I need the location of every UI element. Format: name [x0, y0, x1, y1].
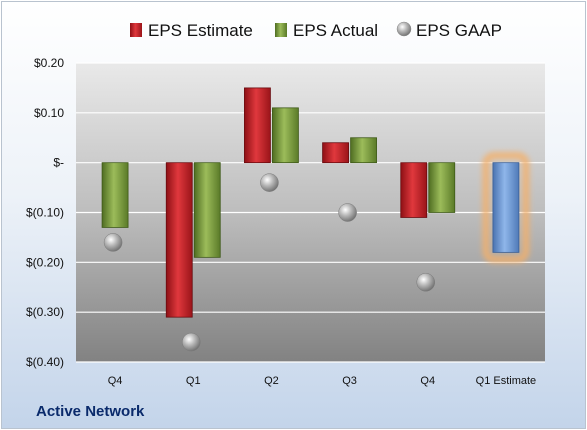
bars [101, 87, 530, 318]
y-tick-label: $0.20 [34, 56, 64, 70]
legend: EPS Estimate EPS Actual EPS GAAP [130, 21, 502, 40]
gaap-markers [103, 173, 435, 352]
x-axis-labels: Q4 Q1 Q2 Q3 Q4 Q1 Estimate [108, 375, 536, 387]
eps-gaap-marker [416, 273, 435, 292]
y-axis-labels: $0.20 $0.10 $- $(0.10) $(0.20) $(0.30) $(0.40) [26, 56, 64, 369]
x-tick-label: Q3 [342, 375, 357, 387]
legend-label: EPS GAAP [416, 21, 502, 40]
x-tick-label: Q2 [264, 375, 279, 387]
eps-actual-bar [101, 162, 129, 228]
legend-swatch [130, 23, 142, 37]
eps-actual-bar [272, 107, 299, 164]
grid-lines [76, 62, 545, 363]
eps-actual-bar [350, 137, 377, 164]
company-name: Active Network [36, 403, 145, 420]
eps-estimate-projection-bar [492, 162, 520, 253]
eps-gaap-marker [103, 233, 123, 252]
eps-actual-bar [428, 162, 456, 213]
legend-swatch [275, 23, 287, 37]
y-tick-label: $(0.30) [26, 305, 64, 319]
eps-actual-bar [193, 162, 221, 258]
eps-gaap-marker [338, 203, 357, 222]
x-tick-label: Q4 [420, 375, 435, 387]
y-tick-label: $0.10 [34, 106, 64, 120]
legend-swatch [396, 21, 412, 37]
x-tick-label: Q1 Estimate [476, 375, 537, 387]
eps-gaap-marker [260, 173, 279, 192]
x-tick-label: Q4 [108, 375, 123, 387]
y-tick-label: $- [53, 156, 64, 170]
legend-label: EPS Actual [293, 21, 378, 40]
eps-estimate-bar [322, 142, 349, 164]
eps-gaap-marker [182, 332, 201, 352]
y-tick-label: $(0.40) [26, 355, 64, 369]
eps-estimate-bar [400, 162, 428, 218]
legend-label: EPS Estimate [148, 21, 253, 40]
y-tick-label: $(0.20) [26, 255, 64, 269]
y-tick-label: $(0.10) [26, 206, 64, 220]
x-tick-label: Q1 [186, 375, 201, 387]
eps-estimate-bar [244, 87, 271, 164]
eps-estimate-bar [165, 162, 193, 318]
projection-glow [482, 152, 530, 263]
